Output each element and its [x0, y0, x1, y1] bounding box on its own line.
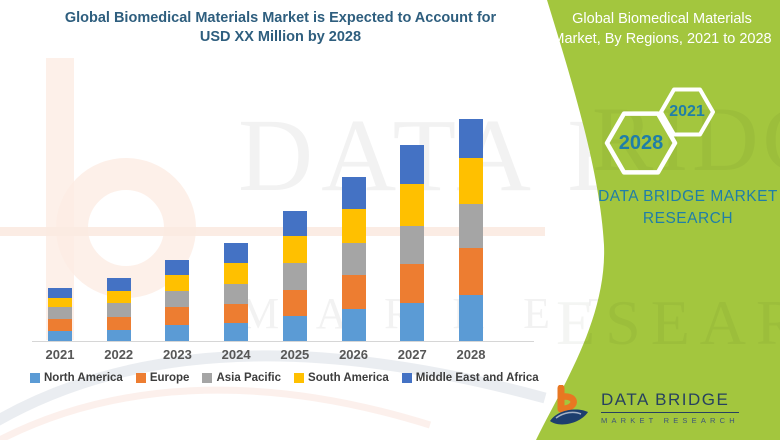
hexagon-2021-icon: [659, 87, 715, 137]
legend-label: Middle East and Africa: [415, 372, 539, 384]
bar-segment-asia-pacific: [224, 284, 249, 304]
chart-title-line1: Global Biomedical Materials Market is Ex…: [64, 10, 497, 26]
stacked-bar-2027: [400, 145, 425, 341]
legend-swatch-icon: [30, 373, 40, 383]
legend-swatch-icon: [202, 373, 213, 383]
x-axis-label-2024: 2024: [221, 347, 251, 362]
bar-segment-asia-pacific: [458, 204, 483, 248]
x-axis-label-2023: 2023: [162, 347, 192, 362]
x-axis-label-2021: 2021: [45, 347, 75, 362]
hexagon-2028-label: 2028: [618, 132, 664, 154]
bar-segment-north-america: [341, 309, 366, 341]
x-axis-label-2022: 2022: [104, 347, 134, 362]
bar-segment-south-america: [282, 236, 307, 263]
chart-legend: North America Europe Asia Pacific South Ame…: [30, 372, 539, 384]
bar-segment-asia-pacific: [165, 291, 190, 307]
stacked-bar-2024: [224, 243, 249, 341]
bar-segment-north-america: [48, 331, 72, 341]
logo-subtitle: MARKET RESEARCH: [601, 415, 739, 425]
bar-segment-asia-pacific: [106, 303, 131, 317]
bar-segment-north-america: [106, 330, 131, 341]
legend-item-asia-pacific: Asia Pacific: [202, 372, 281, 384]
stacked-bar-chart: 2021 2022 2023 2024 2025 2026 2027 2028: [45, 119, 486, 362]
legend-swatch-icon: [294, 373, 305, 383]
legend-item-north-america: North America: [30, 372, 123, 384]
bar-segment-south-america: [165, 275, 190, 291]
panel-title-line1: Global Biomedical Materials: [572, 11, 752, 27]
bar-segment-europe: [400, 264, 425, 303]
chart-title: Global Biomedical Materials Market is Ex…: [28, 9, 533, 47]
bar-segment-europe: [458, 248, 483, 295]
bar-segment-asia-pacific: [48, 307, 72, 319]
bar-segment-south-america: [341, 209, 366, 243]
bar-segment-europe: [282, 290, 307, 316]
bar-segment-north-america: [282, 316, 307, 341]
stacked-bar-2023: [165, 260, 190, 341]
legend-item-middle-east-and-africa: Middle East and Africa: [401, 372, 539, 384]
bar-segment-middle-east-and-africa: [48, 288, 72, 298]
panel-title-line2: Market, By Regions, 2021 to 2028: [552, 30, 772, 47]
bar-segment-middle-east-and-africa: [165, 260, 190, 275]
x-axis-label-2026: 2026: [339, 347, 368, 362]
bar-segment-middle-east-and-africa: [341, 177, 366, 209]
hexagon-2028-icon: [604, 111, 678, 175]
brand-text-line2: RESEARCH: [642, 210, 734, 227]
legend-swatch-icon: [135, 373, 146, 383]
legend-swatch-icon: [401, 373, 412, 383]
x-axis-line: [32, 341, 534, 342]
bar-segment-europe: [165, 307, 190, 325]
legend-label: North America: [44, 372, 123, 384]
chart-title-line2: USD XX Million by 2028: [199, 29, 362, 45]
data-bridge-logo-icon: [550, 385, 588, 425]
bar-segment-asia-pacific: [341, 243, 366, 275]
bar-segment-north-america: [165, 325, 190, 341]
stacked-bar-2022: [106, 278, 131, 341]
x-axis-label-2028: 2028: [456, 347, 486, 362]
legend-item-south-america: South America: [294, 372, 389, 384]
bar-segment-europe: [106, 317, 131, 330]
data-bridge-logo-text: DATA BRIDGE MARKET RESEARCH: [601, 390, 739, 425]
bar-segment-south-america: [458, 158, 483, 204]
legend-label: Europe: [149, 372, 190, 384]
legend-label: Asia Pacific: [216, 372, 282, 384]
bar-segment-middle-east-and-africa: [400, 145, 425, 184]
bar-segment-europe: [224, 304, 249, 323]
hexagon-2021-label: 2021: [669, 103, 705, 120]
bar-segment-middle-east-and-africa: [106, 278, 131, 291]
bar-segment-europe: [48, 319, 72, 331]
bar-segment-south-america: [400, 184, 425, 226]
stacked-bar-2021: [48, 288, 72, 341]
x-axis-label-2027: 2027: [397, 347, 427, 362]
stacked-bar-2025: [282, 211, 307, 341]
bar-segment-asia-pacific: [400, 226, 425, 264]
stacked-bar-2028: [458, 119, 483, 341]
x-axis-label-2025: 2025: [280, 347, 310, 362]
legend-item-europe: Europe: [135, 372, 190, 384]
bar-segment-europe: [341, 275, 366, 309]
legend-label: South America: [308, 372, 389, 384]
bar-segment-north-america: [400, 303, 425, 341]
bar-segment-north-america: [224, 323, 249, 341]
data-bridge-logo: DATA BRIDGE MARKET RESEARCH: [546, 385, 739, 429]
bar-segment-south-america: [224, 263, 249, 284]
bar-segment-north-america: [458, 295, 483, 341]
logo-name: DATA BRIDGE: [601, 390, 739, 413]
brand-text: DATA BRIDGE MARKET RESEARCH: [592, 186, 780, 230]
bar-segment-south-america: [48, 298, 72, 307]
panel-title: Global Biomedical Materials Market, By R…: [550, 10, 774, 49]
brand-text-line1: DATA BRIDGE MARKET: [598, 188, 778, 205]
bar-segment-middle-east-and-africa: [458, 119, 483, 158]
bar-segment-south-america: [106, 291, 131, 303]
bar-segment-asia-pacific: [282, 263, 307, 290]
stacked-bar-2026: [341, 177, 366, 341]
bar-segment-middle-east-and-africa: [282, 211, 307, 236]
bar-segment-middle-east-and-africa: [224, 243, 249, 263]
